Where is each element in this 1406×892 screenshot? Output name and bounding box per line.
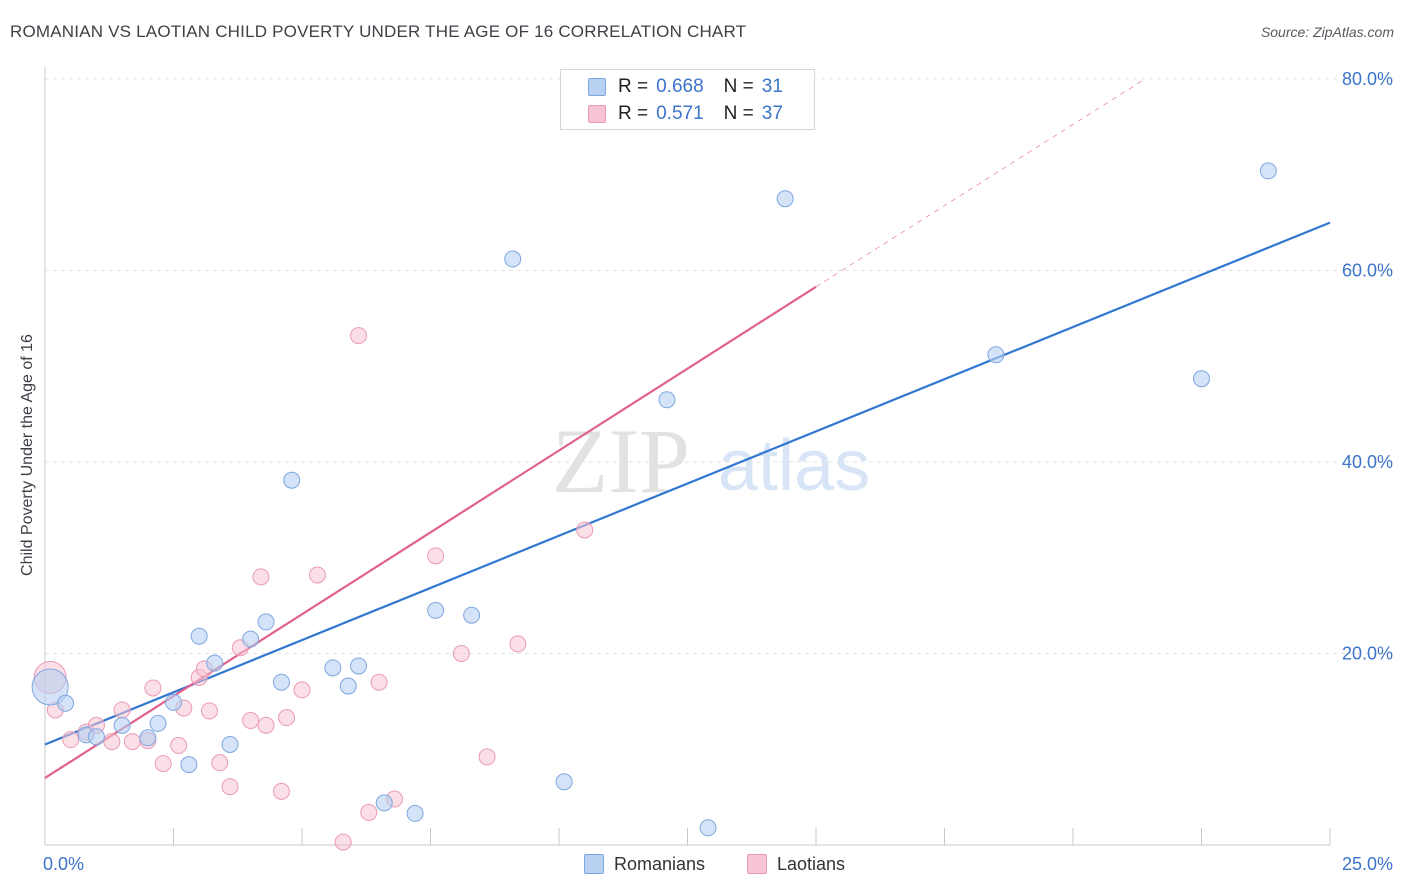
- data-point-romanians: [375, 794, 393, 812]
- data-point-romanians: [555, 773, 573, 791]
- data-point-romanians: [272, 673, 290, 691]
- source-label: Source: ZipAtlas.com: [1260, 24, 1394, 40]
- legend-n-value: 31: [761, 76, 783, 97]
- y-tick-label: 80.0%: [1342, 69, 1393, 89]
- data-point-laotians: [334, 833, 352, 851]
- data-point-laotians: [221, 778, 239, 796]
- data-point-romanians: [31, 668, 69, 706]
- data-point-romanians: [165, 693, 182, 711]
- data-point-laotians: [427, 547, 445, 565]
- data-point-romanians: [283, 471, 301, 489]
- tick-labels: 20.0% 40.0% 60.0% 80.0% 0.0% 25.0%: [43, 69, 1393, 874]
- x-tick-label-max: 25.0%: [1342, 854, 1393, 874]
- legend-swatch-laotians: [588, 105, 606, 123]
- bottom-legend-label-romanians: Romanians: [614, 853, 706, 874]
- data-point-romanians: [339, 677, 357, 695]
- data-point-laotians: [293, 681, 311, 699]
- data-point-romanians: [180, 756, 198, 774]
- data-point-romanians: [190, 627, 208, 645]
- legend-r-label: R =: [618, 103, 649, 124]
- data-point-laotians: [211, 754, 229, 772]
- legend-r-label: R =: [618, 76, 649, 97]
- data-point-romanians: [776, 190, 794, 208]
- y-tick-label: 20.0%: [1342, 644, 1393, 664]
- data-point-laotians: [103, 733, 121, 751]
- trend-extension-laotians: [815, 78, 1146, 288]
- data-point-laotians: [278, 709, 296, 727]
- trend-line-romanians: [44, 221, 1331, 746]
- bottom-legend-swatch-laotians: [747, 854, 767, 874]
- data-point-laotians: [452, 645, 470, 662]
- data-point-romanians: [87, 728, 105, 746]
- bottom-legend-romanians: Romanians: [584, 852, 705, 876]
- y-tick-label: 40.0%: [1342, 452, 1393, 472]
- axes: [44, 67, 1331, 846]
- data-point-romanians: [658, 391, 676, 409]
- data-point-laotians: [350, 327, 368, 345]
- data-point-laotians: [170, 736, 188, 754]
- legend-r-value: 0.668: [656, 76, 704, 97]
- legend: R = 0.668 N = 31 R = 0.571 N = 37: [560, 69, 815, 130]
- trend-line-laotians: [44, 285, 817, 779]
- data-point-laotians: [113, 701, 131, 719]
- points-romanians: [31, 162, 1277, 837]
- data-point-laotians: [272, 782, 290, 800]
- data-point-laotians: [200, 702, 218, 720]
- data-point-romanians: [206, 654, 224, 672]
- data-point-laotians: [308, 566, 326, 584]
- data-point-laotians: [576, 521, 594, 539]
- legend-r-value: 0.571: [656, 103, 704, 124]
- bottom-legend-swatch-romanians: [584, 854, 604, 874]
- data-point-romanians: [1193, 370, 1210, 388]
- data-point-romanians: [242, 630, 260, 648]
- data-point-romanians: [699, 819, 717, 837]
- data-point-romanians: [463, 606, 481, 624]
- bottom-legend-laotians: Laotians: [747, 852, 845, 876]
- legend-swatch-romanians: [588, 78, 606, 96]
- watermark-atlas: atlas: [718, 426, 870, 506]
- data-point-laotians: [123, 733, 141, 751]
- watermark-zip: ZIP: [552, 410, 690, 512]
- legend-n-label: N =: [723, 76, 754, 97]
- data-point-laotians: [252, 568, 270, 586]
- y-tick-label: 60.0%: [1342, 261, 1393, 281]
- x-tick-label-min: 0.0%: [43, 854, 84, 874]
- chart-title: ROMANIAN VS LAOTIAN CHILD POVERTY UNDER …: [10, 22, 747, 41]
- data-point-romanians: [221, 735, 239, 753]
- data-point-laotians: [478, 748, 496, 766]
- data-point-laotians: [509, 635, 527, 653]
- gridlines: [45, 78, 1392, 654]
- legend-row-romanians: R = 0.668 N = 31: [588, 76, 783, 98]
- data-point-romanians: [57, 694, 75, 712]
- data-point-laotians: [144, 679, 162, 697]
- legend-n-label: N =: [723, 103, 754, 124]
- data-point-laotians: [242, 712, 260, 730]
- data-point-laotians: [370, 673, 388, 691]
- data-point-laotians: [257, 716, 275, 734]
- data-point-laotians: [360, 803, 378, 821]
- data-point-romanians: [139, 729, 157, 747]
- data-point-romanians: [406, 804, 424, 822]
- data-point-romanians: [324, 659, 342, 677]
- data-point-romanians: [113, 716, 131, 734]
- data-point-laotians: [62, 731, 80, 749]
- data-point-laotians: [154, 755, 172, 773]
- data-point-romanians: [427, 601, 445, 619]
- bottom-legend-label-laotians: Laotians: [777, 853, 846, 874]
- data-point-romanians: [257, 613, 275, 631]
- data-point-romanians: [350, 657, 368, 675]
- data-point-romanians: [149, 714, 167, 732]
- legend-n-value: 37: [761, 103, 783, 124]
- data-point-romanians: [504, 250, 522, 268]
- data-point-romanians: [1259, 162, 1277, 180]
- legend-row-laotians: R = 0.571 N = 37: [588, 103, 783, 125]
- data-point-romanians: [987, 346, 1005, 364]
